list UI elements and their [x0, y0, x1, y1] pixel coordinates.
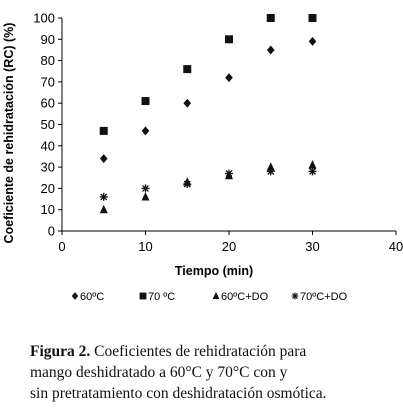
square-marker — [99, 126, 108, 135]
ticks: 0 10 20 30 40 50 60 70 80 90 100 0 10 20 30 40 — [33, 11, 403, 255]
legend-item: 60ºC — [71, 291, 104, 303]
diamond-marker — [141, 126, 150, 136]
caption-line-1: Figura 2. Coeficientes de rehidratación … — [30, 341, 400, 362]
y-tick-label: 0 — [48, 224, 55, 239]
chart: 0 10 20 30 40 50 60 70 80 90 100 0 10 20 30 40 Tiempo (… — [2, 11, 403, 304]
triangle-marker — [99, 204, 108, 214]
legend: 60ºC 70 ºC 60ºC+DO 70ºC+DO — [71, 291, 348, 303]
diamond-marker — [308, 36, 317, 46]
data-point-diamond — [141, 126, 150, 136]
data-point-diamond — [183, 98, 192, 108]
star-marker — [266, 167, 275, 176]
star-marker — [141, 184, 150, 193]
square-marker — [139, 292, 147, 300]
star-marker — [308, 167, 317, 176]
y-tick-label: 80 — [41, 53, 55, 68]
data-point-star — [308, 167, 317, 176]
diamond-marker — [183, 98, 192, 108]
legend-marker-star — [291, 292, 299, 300]
data-point-square — [99, 126, 108, 135]
x-tick-label: 0 — [58, 239, 65, 254]
x-tick-label: 10 — [138, 239, 152, 254]
x-axis-title: Tiempo (min) — [175, 264, 253, 278]
data-point-triangle — [141, 192, 150, 201]
data-point-diamond — [266, 45, 275, 55]
axes — [61, 18, 396, 232]
star-marker — [183, 180, 192, 189]
y-tick-label: 10 — [41, 202, 55, 217]
legend-label: 70 ºC — [148, 291, 175, 303]
diamond-marker — [99, 154, 108, 164]
caption-line-3: sin pretratamiento con deshidratación os… — [30, 385, 327, 402]
diamond-marker — [266, 45, 275, 55]
x-tick-label: 30 — [305, 239, 319, 254]
data-point-star — [225, 169, 233, 178]
x-tick-label: 20 — [222, 239, 236, 254]
y-tick-label: 30 — [41, 160, 55, 175]
square-marker — [183, 65, 192, 74]
caption-label: Figura 2. — [30, 343, 91, 360]
y-tick-label: 20 — [41, 181, 55, 196]
data-point-star — [183, 180, 192, 189]
figure-caption: Figura 2. Coeficientes de rehidratación … — [30, 341, 400, 404]
legend-marker-diamond — [71, 292, 79, 300]
data-point-square — [141, 97, 150, 106]
triangle-marker — [308, 160, 317, 169]
diamond-marker — [71, 292, 79, 300]
y-tick-label: 60 — [41, 96, 55, 111]
diamond-marker — [225, 73, 233, 83]
star-marker — [291, 292, 299, 300]
x-tick-label: 40 — [389, 239, 403, 254]
caption-text-1: Coeficientes de rehidratación para — [90, 343, 307, 360]
data-point-triangle — [308, 160, 317, 169]
y-tick-label: 100 — [33, 11, 55, 26]
legend-label: 70ºC+DO — [300, 291, 348, 303]
data-point-square — [225, 35, 233, 44]
y-tick-label: 70 — [41, 74, 55, 89]
y-tick-label: 40 — [41, 138, 55, 153]
data-point-triangle — [99, 204, 108, 214]
data-point-diamond — [308, 36, 317, 46]
data-point-star — [141, 184, 150, 193]
square-marker — [308, 14, 317, 22]
caption-line-2: mango deshidratado a 60°C y 70°C con y — [30, 364, 288, 381]
legend-item: 60ºC+DO — [212, 291, 269, 303]
legend-label: 60ºC — [80, 291, 104, 303]
data-point-diamond — [225, 73, 233, 83]
star-marker — [99, 192, 108, 201]
square-marker — [266, 14, 275, 22]
triangle-marker — [212, 291, 220, 300]
data-point-square — [183, 65, 192, 74]
square-marker — [225, 35, 233, 44]
data-point-star — [266, 167, 275, 176]
y-tick-label: 50 — [41, 117, 55, 132]
data-point-square — [266, 14, 275, 22]
y-axis-title: Coeficiente de rehidratación (RC) (%) — [2, 23, 16, 244]
data-point-diamond — [99, 154, 108, 164]
legend-item: 70 ºC — [139, 291, 175, 303]
data-points — [99, 14, 317, 214]
data-point-star — [99, 192, 108, 201]
triangle-marker — [141, 192, 150, 201]
legend-label: 60ºC+DO — [221, 291, 269, 303]
square-marker — [141, 97, 150, 106]
star-marker — [225, 169, 233, 178]
legend-marker-triangle — [212, 291, 220, 300]
legend-marker-square — [139, 292, 147, 300]
data-point-square — [308, 14, 317, 22]
legend-item: 70ºC+DO — [291, 291, 348, 303]
y-tick-label: 90 — [41, 32, 55, 47]
